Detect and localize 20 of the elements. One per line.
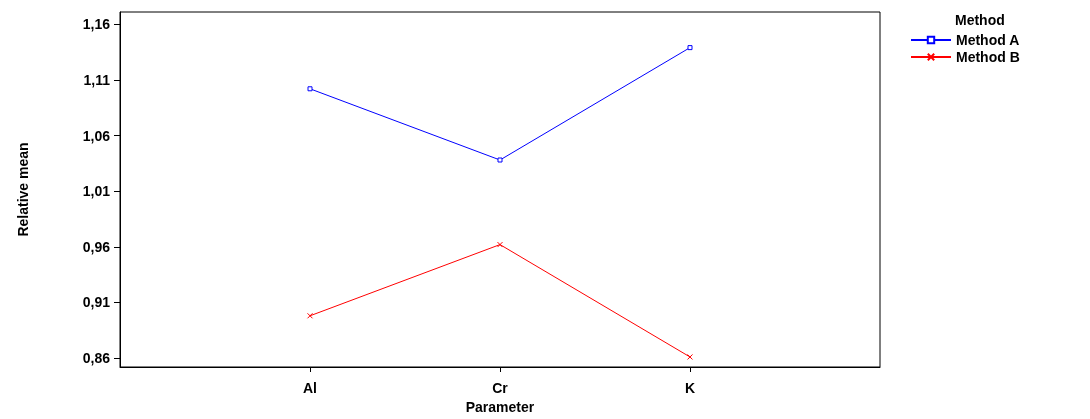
y-tick-label: 0,96 — [82, 238, 111, 255]
point — [497, 241, 503, 248]
y-tick-label: 1,06 — [82, 127, 111, 144]
x-tick-label: Cr — [492, 380, 509, 396]
y-axis-title: Relative mean — [15, 142, 31, 237]
y-tick-label: 1,11 — [83, 71, 111, 88]
y-tick-label: 0,91 — [82, 294, 111, 311]
legend-label: Method A — [956, 32, 1020, 48]
x-tick-label: K — [684, 380, 696, 396]
legend-title: Method — [955, 12, 1005, 28]
x-tick-label: Al — [303, 380, 317, 396]
point — [497, 157, 503, 163]
y-tick-label: 1,16 — [82, 16, 111, 33]
y-tick-label: 1,01 — [82, 183, 111, 200]
y-tick-label: 0,86 — [82, 350, 111, 367]
point — [687, 45, 693, 51]
point — [307, 312, 313, 319]
point — [307, 86, 313, 92]
legend-label: Method B — [956, 49, 1020, 65]
x-axis-title: Parameter — [465, 398, 535, 415]
